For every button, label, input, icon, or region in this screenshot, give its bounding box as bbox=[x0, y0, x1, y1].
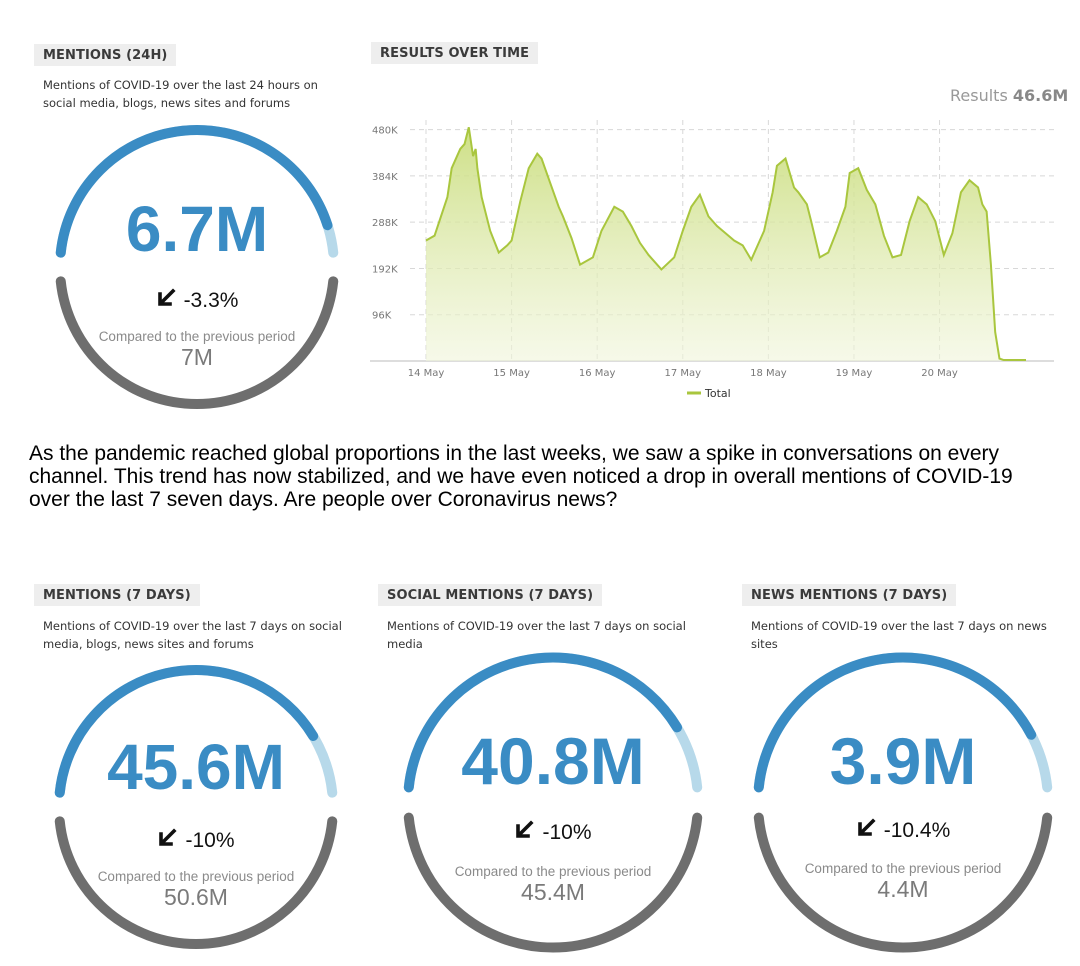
gauge-change-value: -10% bbox=[185, 829, 235, 852]
arrow-down-left-icon bbox=[856, 818, 876, 844]
gauge-change-value: -10.4% bbox=[883, 819, 951, 842]
series-total-area bbox=[426, 127, 1026, 361]
social-mentions-7d-label: SOCIAL MENTIONS (7 DAYS) bbox=[378, 584, 603, 606]
gauge-change: -10% bbox=[402, 820, 704, 846]
y-tick-label: 192K bbox=[372, 264, 398, 275]
gauge-previous-arc bbox=[753, 812, 1053, 953]
description-line: social media, blogs, news sites and foru… bbox=[43, 96, 291, 110]
gauge-ring bbox=[55, 125, 339, 409]
gauge-previous-value: 7M bbox=[181, 344, 213, 370]
gauge-previous-value: 4.4M bbox=[877, 876, 929, 902]
y-tick-label: 384K bbox=[372, 172, 398, 183]
legend-total: Total bbox=[704, 387, 731, 400]
results-over-time-label: RESULTS OVER TIME bbox=[371, 42, 539, 64]
chart-legend: Total bbox=[687, 387, 731, 400]
chart-series bbox=[425, 126, 1026, 362]
arrow-down-left-icon bbox=[514, 820, 535, 846]
social-mentions-7d-gauge: 40.8M -10% Compared to the previous peri… bbox=[402, 650, 704, 955]
chart-x-ticks: 14 May 15 May 16 May 17 May 18 May 19 May 20 M… bbox=[408, 368, 958, 379]
mentions-24h-label: MENTIONS (24H) bbox=[34, 44, 177, 66]
gauge-compare-label: Compared to the previous period bbox=[98, 329, 296, 344]
mentions-24h-gauge: 6.7M -3.3% Compared to the previous peri… bbox=[54, 122, 340, 412]
x-tick-label: 19 May bbox=[836, 368, 873, 379]
gauge-value: 3.9M bbox=[829, 724, 977, 798]
gauge-ring bbox=[403, 652, 703, 953]
x-tick-label: 16 May bbox=[579, 368, 616, 379]
gauge-previous-arc bbox=[55, 276, 339, 409]
x-tick-label: 15 May bbox=[493, 368, 530, 379]
chart-y-ticks: 96K 192K 288K 384K 480K bbox=[372, 126, 398, 322]
x-tick-label: 17 May bbox=[664, 368, 701, 379]
gauge-ring bbox=[753, 652, 1053, 953]
mentions-7d-label: MENTIONS (7 DAYS) bbox=[34, 584, 200, 606]
gauge-ring bbox=[54, 665, 338, 949]
y-tick-label: 96K bbox=[372, 311, 392, 322]
gauge-compare-label: Compared to the previous period bbox=[97, 869, 295, 884]
y-tick-label: 480K bbox=[372, 126, 398, 137]
gauge-previous-value: 45.4M bbox=[521, 879, 585, 905]
gauge-value: 40.8M bbox=[461, 724, 645, 798]
summary-paragraph: As the pandemic reached global proportio… bbox=[29, 442, 1013, 511]
series-total-line bbox=[425, 126, 1026, 362]
gauge-change: -3.3% bbox=[54, 288, 340, 314]
x-tick-label: 14 May bbox=[408, 368, 445, 379]
description-line: Mentions of COVID-19 over the last 24 ho… bbox=[43, 78, 318, 92]
gauge-change-value: -3.3% bbox=[183, 289, 239, 312]
description-line: Mentions of COVID-19 over the last 7 day… bbox=[43, 619, 342, 633]
description-line: Mentions of COVID-19 over the last 7 day… bbox=[387, 619, 686, 633]
gauge-fill bbox=[54, 665, 319, 798]
gauge-value: 45.6M bbox=[107, 731, 285, 803]
results-total: Results 46.6M bbox=[950, 86, 1068, 105]
arrow-down-left-icon bbox=[157, 828, 178, 854]
social-mentions-7d-description: Mentions of COVID-19 over the last 7 day… bbox=[387, 617, 686, 653]
gauge-value: 6.7M bbox=[125, 193, 269, 265]
gauge-compare-label: Compared to the previous period bbox=[804, 861, 1002, 876]
gauge-change: -10.4% bbox=[752, 818, 1054, 844]
results-total-label: Results bbox=[950, 86, 1008, 105]
gauge-fill bbox=[753, 652, 1037, 793]
mentions-24h-description: Mentions of COVID-19 over the last 24 ho… bbox=[43, 76, 318, 112]
y-tick-label: 288K bbox=[372, 218, 398, 229]
news-mentions-7d-gauge: 3.9M -10.4% Compared to the previous per… bbox=[752, 650, 1054, 955]
description-line: Mentions of COVID-19 over the last 7 day… bbox=[751, 619, 1047, 633]
news-mentions-7d-label: NEWS MENTIONS (7 DAYS) bbox=[742, 584, 957, 606]
gauge-change: -10% bbox=[53, 828, 339, 854]
gauge-previous-arc bbox=[403, 812, 703, 953]
arrow-down-left-icon bbox=[156, 288, 176, 314]
results-total-value: 46.6M bbox=[1012, 86, 1069, 105]
news-mentions-7d-description: Mentions of COVID-19 over the last 7 day… bbox=[751, 617, 1047, 653]
gauge-fill bbox=[403, 652, 683, 793]
results-chart: 96K 192K 288K 384K 480K 14 May 15 May 16 May 17… bbox=[370, 120, 1054, 400]
gauge-compare-label: Compared to the previous period bbox=[454, 864, 652, 879]
gauge-change-value: -10% bbox=[542, 821, 592, 844]
gauge-previous-arc bbox=[54, 816, 338, 949]
mentions-7d-description: Mentions of COVID-19 over the last 7 day… bbox=[43, 617, 342, 653]
description-line: media, blogs, news sites and forums bbox=[43, 637, 254, 651]
x-tick-label: 18 May bbox=[750, 368, 787, 379]
x-tick-label: 20 May bbox=[921, 368, 958, 379]
description-line: media bbox=[387, 637, 423, 651]
description-line: sites bbox=[751, 637, 778, 651]
mentions-7d-gauge: 45.6M -10% Compared to the previous peri… bbox=[53, 662, 339, 952]
gauge-previous-value: 50.6M bbox=[164, 884, 228, 910]
gauge-fill bbox=[55, 125, 333, 258]
